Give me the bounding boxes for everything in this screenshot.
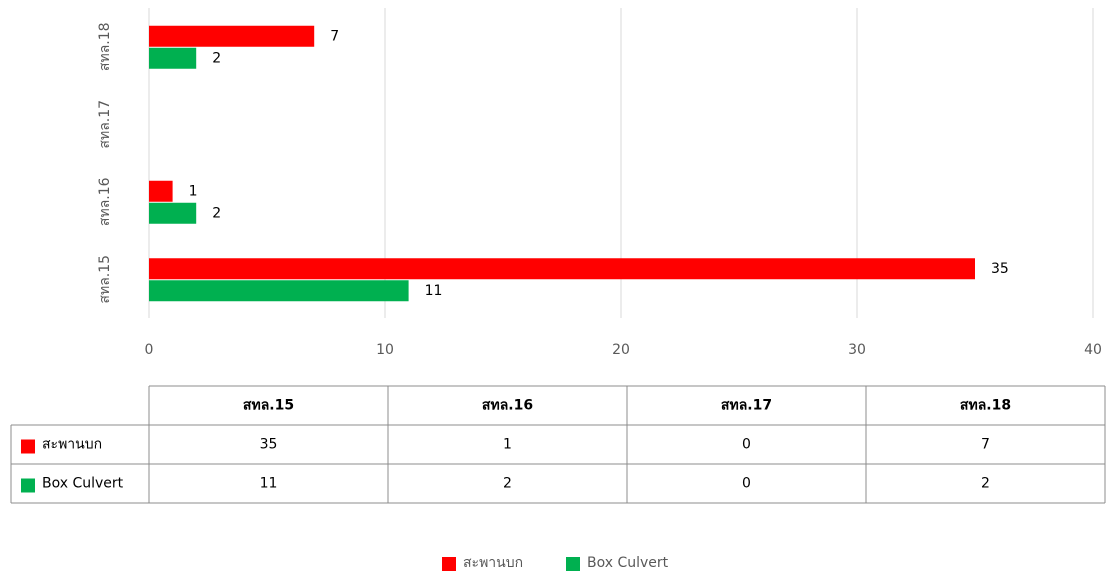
table-cell: 7 [981, 437, 990, 453]
table-header: สทล.15 [243, 398, 294, 414]
data-label: 1 [189, 183, 198, 199]
table-row-label: Box Culvert [42, 476, 124, 492]
x-tick-label: 10 [376, 342, 394, 358]
y-tick-label: สทล.16 [97, 177, 113, 226]
x-tick-label: 30 [848, 342, 866, 358]
table-header: สทล.16 [482, 398, 533, 414]
bar [149, 25, 315, 47]
bar [149, 280, 409, 302]
y-tick-label: สทล.18 [97, 22, 113, 71]
table-header: สทล.18 [960, 398, 1011, 414]
x-tick-label: 40 [1084, 342, 1102, 358]
data-label: 2 [212, 50, 221, 66]
data-label: 2 [212, 205, 221, 221]
bar [149, 180, 173, 202]
table-legend-key [21, 439, 35, 454]
legend-key [566, 557, 580, 571]
data-label: 35 [991, 261, 1009, 277]
bar [149, 202, 197, 224]
table-row-label: สะพานบก [42, 437, 102, 453]
y-tick-label: สทล.15 [97, 255, 113, 304]
table-header: สทล.17 [721, 398, 772, 414]
table-cell: 1 [503, 437, 512, 453]
data-label: 7 [330, 28, 339, 44]
table-cell: 2 [981, 476, 990, 492]
y-tick-label: สทล.17 [97, 100, 113, 149]
table-cell: 11 [260, 476, 278, 492]
legend-label: สะพานบก [463, 555, 523, 571]
legend-label: Box Culvert [587, 555, 669, 571]
bar [149, 258, 975, 280]
table-cell: 0 [742, 437, 751, 453]
table-legend-key [21, 478, 35, 493]
data-label: 11 [425, 283, 443, 299]
table-cell: 2 [503, 476, 512, 492]
bar [149, 47, 197, 69]
x-tick-label: 20 [612, 342, 630, 358]
x-tick-label: 0 [145, 342, 154, 358]
legend-key [442, 557, 456, 571]
table-cell: 0 [742, 476, 751, 492]
table-cell: 35 [260, 437, 278, 453]
